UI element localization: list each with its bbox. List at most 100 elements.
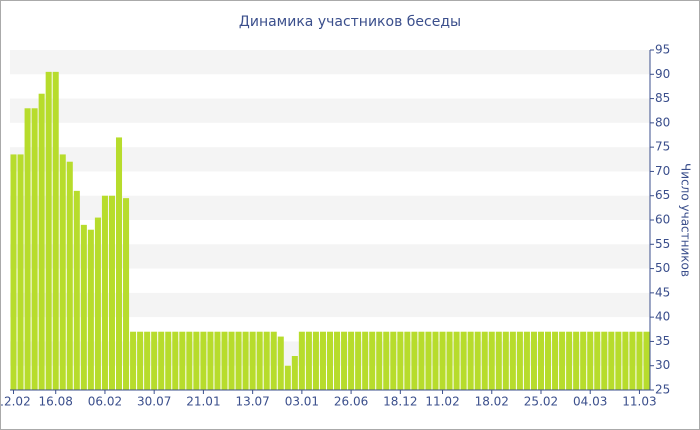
bar: [326, 331, 334, 390]
bar: [369, 331, 376, 390]
bar: [284, 365, 291, 390]
bar: [144, 331, 151, 390]
bar: [573, 331, 580, 390]
bar: [362, 331, 369, 390]
bar: [312, 331, 319, 390]
bar: [474, 331, 481, 390]
grid-band: [10, 98, 650, 123]
bar: [214, 331, 221, 390]
chart-title: Динамика участников беседы: [239, 14, 461, 30]
bar: [172, 331, 179, 390]
bar: [38, 93, 45, 390]
y-tick-label: 75: [655, 140, 670, 154]
bar: [94, 217, 101, 390]
bar: [580, 331, 587, 390]
bar: [566, 331, 573, 390]
bar: [256, 331, 263, 390]
bar: [559, 331, 566, 390]
bar: [207, 331, 214, 390]
bar: [115, 137, 123, 390]
x-tick-label: 03.01: [285, 395, 319, 409]
bar: [383, 331, 390, 390]
y-tick-label: 50: [655, 261, 670, 275]
y-tick-label: 45: [655, 285, 670, 299]
bar: [31, 108, 38, 391]
bar: [397, 331, 404, 390]
bar: [123, 198, 130, 390]
bar: [530, 331, 537, 390]
bar: [165, 331, 172, 390]
bar: [629, 331, 636, 390]
bar: [425, 331, 432, 390]
y-tick-label: 80: [655, 115, 670, 129]
bar: [439, 331, 446, 390]
x-tick-label: 06.02: [88, 395, 122, 409]
bar: [73, 190, 80, 390]
bar: [418, 331, 425, 390]
x-tick-label: 04.03: [573, 395, 607, 409]
y-tick-label: 95: [655, 43, 670, 57]
bar: [137, 331, 144, 390]
bar: [228, 331, 235, 390]
bar: [242, 331, 249, 390]
bar: [319, 331, 326, 390]
bar: [235, 331, 242, 390]
bar: [509, 331, 516, 390]
x-tick-label: 30.07: [137, 395, 171, 409]
grid-band: [10, 50, 650, 75]
bar: [334, 331, 341, 390]
x-tick-label: 13.07: [235, 395, 269, 409]
bar: [594, 331, 601, 390]
bar: [348, 331, 355, 390]
bar: [80, 224, 87, 390]
bar: [87, 229, 94, 390]
bar: [221, 331, 228, 390]
bar: [355, 331, 362, 390]
bar: [200, 331, 207, 390]
y-tick-label: 25: [655, 383, 670, 397]
bar: [24, 108, 31, 391]
bar: [502, 331, 509, 390]
bar: [108, 195, 115, 390]
x-tick-label: 18.12: [383, 395, 417, 409]
bar: [481, 331, 488, 390]
bar: [151, 331, 158, 390]
bar: [10, 154, 17, 390]
bar: [601, 331, 608, 390]
y-tick-label: 85: [655, 91, 670, 105]
y-tick-label: 55: [655, 237, 670, 251]
bar: [460, 331, 467, 390]
bar: [298, 331, 305, 390]
x-tick-label: 11.02: [425, 395, 459, 409]
bar: [17, 154, 24, 390]
bar: [179, 331, 186, 390]
bar: [516, 331, 523, 390]
bar: [158, 331, 165, 390]
bar: [390, 331, 397, 390]
bar: [432, 331, 439, 390]
y-tick-label: 40: [655, 310, 670, 324]
y-tick-label: 60: [655, 213, 670, 227]
y-axis-label: Число участников: [679, 163, 693, 277]
x-tick-label: 21.01: [186, 395, 220, 409]
bar: [305, 331, 312, 390]
y-tick-label: 65: [655, 188, 670, 202]
bar: [249, 331, 256, 390]
grid-band: [10, 147, 650, 172]
bar: [52, 71, 59, 390]
bar: [545, 331, 552, 390]
bar: [467, 331, 474, 390]
plot: 25 30 35 40 45 50 55 60 65 70 75 80 85 90 95 12.02 16.08…: [1, 43, 670, 409]
bar: [636, 331, 643, 390]
x-tick-label: 25.02: [524, 395, 558, 409]
bar: [59, 154, 66, 390]
bar: [277, 336, 284, 390]
x-tick-label: 11.03: [622, 395, 656, 409]
bar: [453, 331, 460, 390]
bar: [376, 331, 383, 390]
bar: [552, 331, 559, 390]
bar: [101, 195, 108, 390]
x-tick-label: 18.02: [475, 395, 509, 409]
bar: [45, 71, 52, 390]
bar: [193, 331, 200, 390]
